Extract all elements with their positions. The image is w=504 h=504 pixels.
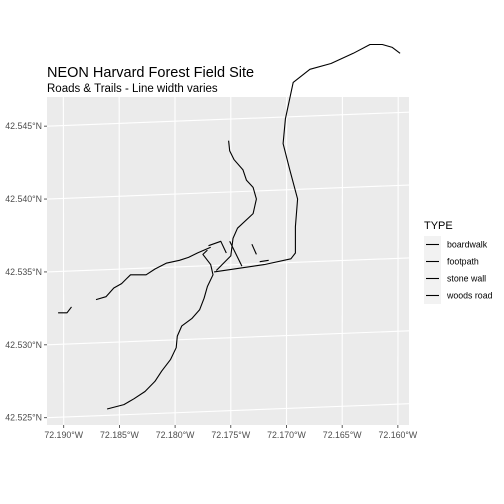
x-tick-label: 72.165°W <box>323 430 362 440</box>
y-tick-label: 42.525°N <box>5 413 42 423</box>
parallel-gridline <box>46 403 410 419</box>
y-tick-label: 42.530°N <box>5 340 42 350</box>
y-tick-label: 42.545°N <box>5 121 42 131</box>
feature-woods-road <box>95 246 211 301</box>
feature-stone-wall <box>229 241 243 267</box>
y-tick-label: 42.535°N <box>5 267 42 277</box>
parallel-gridline <box>46 184 410 200</box>
y-tick-label: 42.540°N <box>5 194 42 204</box>
x-axis: 72.190°W 72.185°W 72.180°W 72.175°W 72.170°W… <box>44 425 418 440</box>
parallel-gridline <box>46 257 410 273</box>
legend-title: TYPE <box>424 220 453 232</box>
feature-stone-wall <box>208 240 227 254</box>
parallel-gridline <box>46 111 410 127</box>
x-tick-label: 72.190°W <box>44 430 83 440</box>
chart-subtitle: Roads & Trails - Line width varies <box>47 83 218 95</box>
y-axis: 42.525°N 42.530°N 42.535°N 42.540°N 42.545°N <box>5 121 47 423</box>
feature-woods-road <box>214 43 401 273</box>
x-tick-label: 72.175°W <box>211 430 250 440</box>
graticule-grid <box>46 96 410 426</box>
feature-footpath <box>58 306 72 314</box>
feature-footpath <box>215 140 257 271</box>
x-tick-label: 72.185°W <box>100 430 139 440</box>
x-tick-label: 72.160°W <box>378 430 417 440</box>
legend: TYPE boardwalk footpath stone wall woods ro… <box>424 220 493 304</box>
x-tick-label: 72.170°W <box>267 430 306 440</box>
parallel-gridline <box>46 330 410 346</box>
legend-label: woods road <box>446 291 493 301</box>
legend-label: stone wall <box>447 274 486 284</box>
plot-panel <box>47 97 409 425</box>
feature-boardwalk <box>251 243 257 255</box>
trail-lines <box>58 43 401 410</box>
feature-woods-road <box>106 249 214 410</box>
x-tick-label: 72.180°W <box>156 430 195 440</box>
feature-boardwalk <box>259 259 269 263</box>
chart-title: NEON Harvard Forest Field Site <box>47 65 254 81</box>
legend-label: boardwalk <box>447 240 488 250</box>
legend-label: footpath <box>447 257 479 267</box>
